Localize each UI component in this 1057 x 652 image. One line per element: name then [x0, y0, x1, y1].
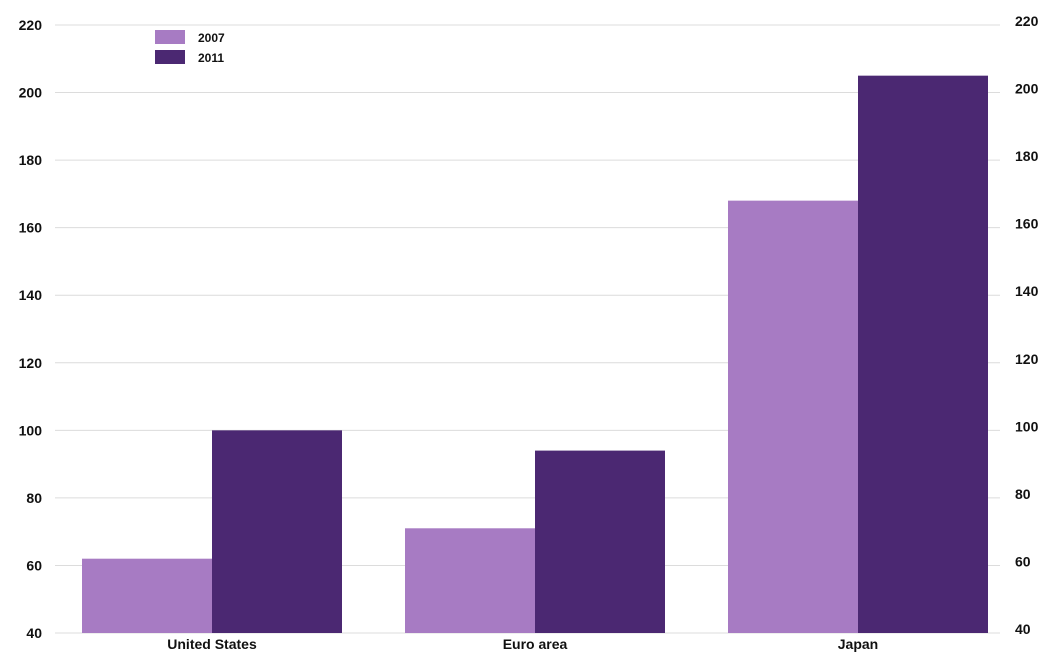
bars [82, 75, 988, 633]
left-tick-label: 80 [26, 490, 42, 506]
right-tick-label: 80 [1015, 486, 1031, 502]
category-label: Japan [838, 636, 878, 652]
left-tick-label: 180 [19, 152, 43, 168]
legend-swatch-2007 [155, 30, 185, 44]
right-tick-label: 220 [1015, 13, 1039, 29]
category-label: United States [167, 636, 257, 652]
bar-euro-area-2007 [405, 528, 535, 633]
right-tick-label: 160 [1015, 216, 1039, 232]
left-tick-label: 140 [19, 287, 43, 303]
left-tick-label: 120 [19, 355, 43, 371]
right-tick-label: 200 [1015, 81, 1039, 97]
right-tick-label: 40 [1015, 621, 1031, 637]
category-label: Euro area [503, 636, 568, 652]
left-tick-label: 200 [19, 85, 43, 101]
legend-swatch-2011 [155, 50, 185, 64]
left-y-axis: 40 60 80 100 120 140 160 180 200 220 [19, 17, 43, 641]
right-tick-label: 140 [1015, 283, 1039, 299]
bar-united-states-2007 [82, 558, 212, 633]
legend-label-2007: 2007 [198, 31, 225, 45]
left-tick-label: 160 [19, 220, 43, 236]
bar-united-states-2011 [212, 430, 342, 633]
right-tick-label: 120 [1015, 351, 1039, 367]
legend: 2007 2011 [155, 30, 225, 65]
right-tick-label: 100 [1015, 418, 1039, 434]
bar-euro-area-2011 [535, 450, 665, 633]
left-tick-label: 220 [19, 17, 43, 33]
left-tick-label: 60 [26, 557, 42, 573]
right-y-axis: 40 60 80 100 120 140 160 180 200 220 [1015, 13, 1039, 637]
right-tick-label: 180 [1015, 148, 1039, 164]
left-tick-label: 100 [19, 422, 43, 438]
right-tick-label: 60 [1015, 553, 1031, 569]
bar-japan-2011 [858, 75, 988, 633]
legend-label-2011: 2011 [198, 51, 224, 65]
left-tick-label: 40 [26, 625, 42, 641]
x-axis: United States Euro area Japan [167, 636, 878, 652]
bar-japan-2007 [728, 200, 858, 633]
